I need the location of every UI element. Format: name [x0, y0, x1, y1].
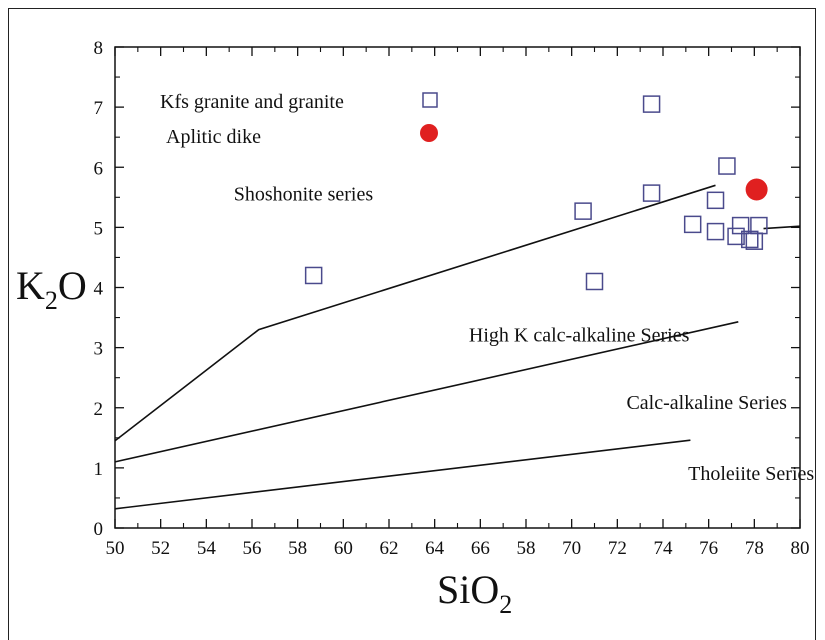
plot-area-border: [114, 46, 801, 529]
shoshonite-boundary-line: [114, 184, 716, 442]
legend-open-square-marker: [422, 92, 438, 108]
granite-data-point: [741, 230, 759, 249]
series-field-label: Shoshonite series: [234, 183, 374, 205]
y-tick-label: 8: [94, 38, 104, 59]
series-field-label: Calc-alkaline Series: [626, 392, 787, 414]
y-tick-label: 1: [94, 459, 104, 480]
x-tick-label: 50: [106, 538, 125, 559]
figure-frame: [8, 8, 816, 640]
x-tick-label: 78: [745, 538, 764, 559]
x-tick-label: 58: [288, 538, 307, 559]
y-tick-label: 6: [94, 158, 104, 179]
x-axis-title: SiO2: [437, 567, 512, 619]
aplitic-dike-data-point: [745, 178, 768, 201]
calc-alkaline-boundary-line: [114, 439, 691, 510]
y-tick-label: 7: [94, 98, 104, 119]
high-k-boundary-line: [114, 321, 739, 463]
x-tick-label: 54: [197, 538, 217, 559]
series-field-label: High K calc-alkaline Series: [469, 325, 690, 347]
x-tick-label: 72: [608, 538, 627, 559]
y-tick-label: 0: [94, 519, 104, 540]
granite-data-point: [706, 222, 725, 241]
granite-data-point: [642, 184, 661, 202]
y-axis-title: K2O: [16, 263, 87, 315]
x-tick-label: 56: [243, 538, 262, 559]
x-tick-label: 76: [699, 538, 718, 559]
granite-data-point: [642, 95, 661, 113]
granite-data-point: [585, 272, 604, 291]
y-tick-label: 4: [94, 279, 104, 300]
y-tick-label: 2: [94, 399, 104, 420]
granite-data-point: [574, 202, 592, 220]
granite-data-point: [727, 227, 745, 246]
y-tick-label: 3: [94, 339, 104, 360]
legend-filled-circle-marker: [420, 124, 438, 142]
right-edge-stub-line: [763, 225, 801, 230]
x-tick-label: 74: [654, 538, 674, 559]
granite-data-point: [683, 215, 702, 234]
x-tick-label: 66: [471, 538, 490, 559]
x-tick-label: 80: [791, 538, 810, 559]
x-tick-label: 58: [517, 538, 536, 559]
y-tick-label: 5: [94, 218, 104, 239]
granite-data-point: [750, 216, 768, 235]
series-field-label: Tholeiite Series: [688, 463, 814, 485]
granite-data-point: [718, 157, 736, 175]
x-tick-label: 64: [425, 538, 445, 559]
granite-data-point: [304, 266, 323, 285]
x-tick-label: 52: [151, 538, 170, 559]
legend-label: Aplitic dike: [166, 126, 261, 148]
granite-data-point: [706, 191, 725, 210]
granite-data-point: [731, 216, 750, 235]
x-tick-label: 70: [562, 538, 581, 559]
x-tick-label: 62: [380, 538, 399, 559]
x-tick-label: 60: [334, 538, 353, 559]
legend-label: Kfs granite and granite: [160, 91, 344, 113]
